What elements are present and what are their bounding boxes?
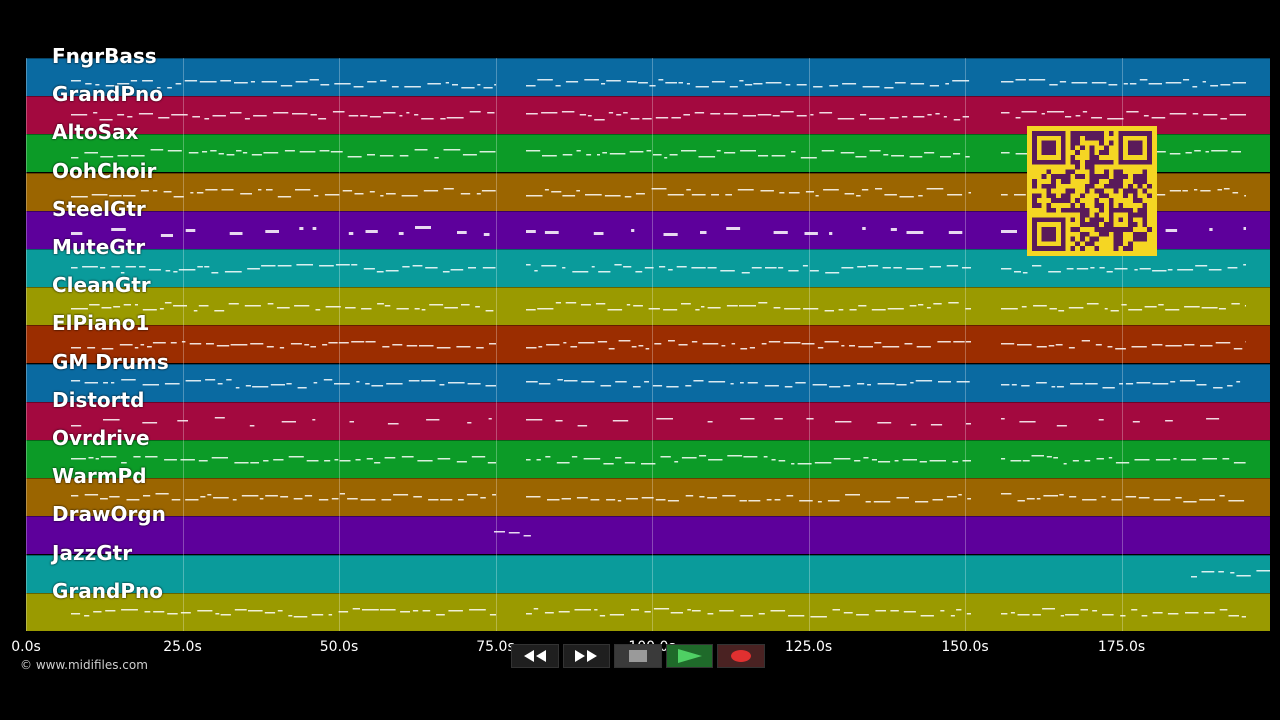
time-tick-label: 50.0s [319, 639, 359, 655]
track-lane[interactable] [26, 325, 1270, 364]
note-marks [71, 455, 1246, 465]
track-label: GM Drums [52, 349, 169, 374]
fast-forward-icon [575, 650, 598, 662]
note-marks [71, 111, 1246, 121]
time-tick-label: 150.0s [941, 639, 989, 655]
track-lane[interactable] [26, 554, 1270, 593]
track-label: SteelGtr [52, 196, 146, 221]
record-icon [731, 650, 752, 662]
grid-line [495, 58, 497, 631]
track-label: FngrBass [52, 44, 157, 68]
time-tick-label: 75.0s [476, 639, 515, 655]
note-marks [71, 225, 1246, 237]
grid-line [652, 58, 653, 631]
copyright-text: © www.midifiles.com [20, 658, 148, 672]
track-label: DrawOrgn [52, 502, 166, 527]
rewind-icon [523, 650, 546, 662]
track-lane[interactable] [26, 440, 1270, 478]
track-label: MuteGtr [52, 235, 146, 259]
track-label: AltoSax [52, 120, 139, 145]
track-label: GrandPno [52, 578, 163, 603]
time-tick-label: 0.0s [11, 639, 41, 655]
note-marks [71, 340, 1246, 350]
fast-forward-button[interactable] [562, 644, 611, 668]
note-marks [71, 302, 1246, 312]
time-tick-label: 125.0s [784, 639, 833, 655]
track-label: CleanGtr [52, 273, 151, 298]
stop-icon [628, 650, 647, 662]
note-marks [494, 531, 531, 537]
stop-button[interactable] [614, 644, 662, 668]
grid-line [808, 58, 810, 631]
track-lane[interactable] [26, 478, 1270, 517]
track-label: Ovrdrive [52, 426, 150, 450]
track-label: JazzGtr [52, 540, 133, 565]
track-label: WarmPd [52, 464, 147, 489]
note-marks [71, 378, 1241, 389]
track-lane[interactable] [26, 516, 1270, 555]
note-marks [71, 79, 1246, 89]
track-label: GrandPno [52, 82, 163, 107]
grid-line [26, 58, 27, 631]
track-lane[interactable] [26, 401, 1270, 440]
track-lane[interactable] [26, 287, 1270, 326]
track-label: ElPiano1 [52, 311, 150, 336]
grid-line [1121, 58, 1123, 631]
track-lane[interactable] [26, 592, 1270, 631]
track-lane[interactable] [26, 363, 1270, 402]
note-marks [1191, 569, 1270, 578]
note-marks [71, 493, 1245, 503]
grid-line [339, 58, 340, 631]
time-tick-label: 175.0s [1097, 639, 1146, 655]
grid-line [965, 58, 966, 631]
track-label: OohChoir [52, 158, 157, 183]
grid-line [182, 58, 184, 631]
track-label: Distortd [52, 387, 145, 412]
time-tick-label: 25.0s [163, 639, 202, 655]
play-icon [677, 649, 702, 663]
note-marks [71, 416, 1220, 427]
record-button[interactable] [717, 644, 765, 668]
qr-code [1027, 126, 1157, 256]
rewind-button[interactable] [511, 644, 559, 668]
play-button[interactable] [665, 644, 714, 668]
track-lane[interactable] [26, 58, 1270, 96]
transport-controls [511, 644, 769, 670]
note-marks [71, 607, 1246, 618]
note-marks [71, 264, 1246, 274]
